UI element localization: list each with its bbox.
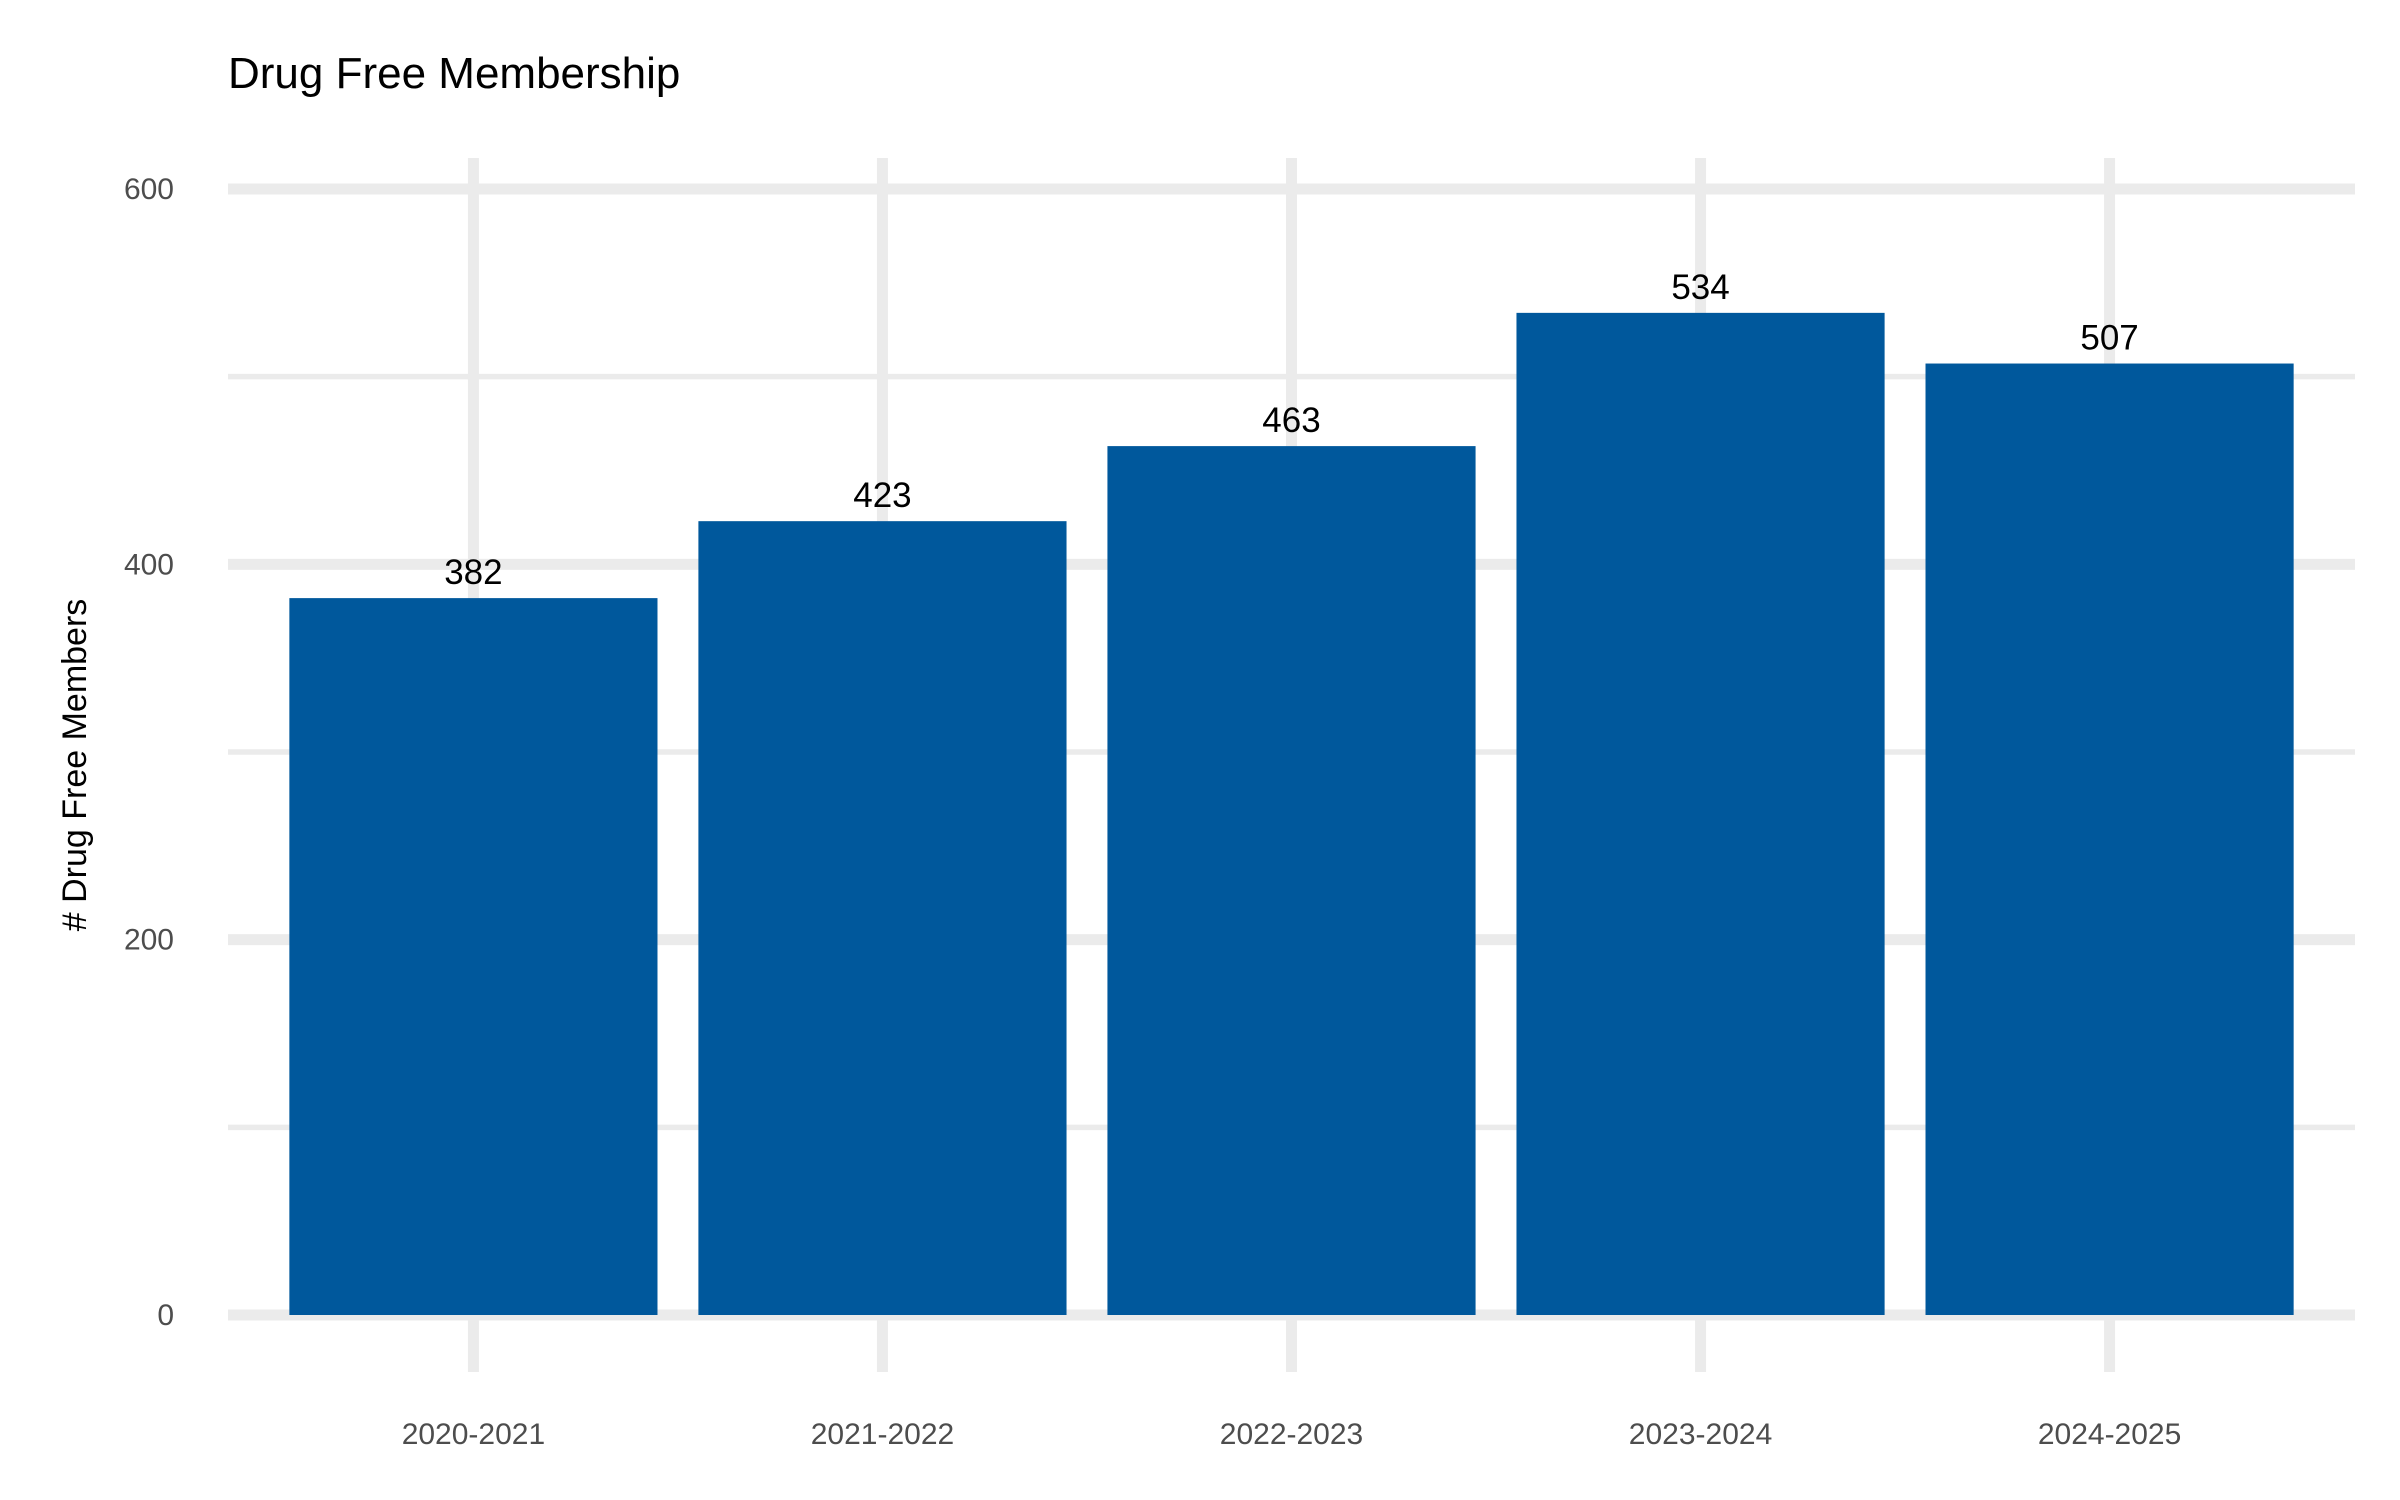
bar-2021-2022 xyxy=(698,521,1067,1315)
chart-title: Drug Free Membership xyxy=(228,49,680,98)
labels-layer: 0 200 400 600 382 2020-2021 423 2021-2022 463 202… xyxy=(124,173,2181,1451)
bar-value-label: 463 xyxy=(1262,401,1320,440)
y-tick-label: 200 xyxy=(124,924,174,957)
x-tick-label: 2023-2024 xyxy=(1629,1418,1772,1451)
x-tick-label: 2020-2021 xyxy=(402,1418,545,1451)
x-tick-label: 2021-2022 xyxy=(811,1418,954,1451)
y-tick-label: 0 xyxy=(157,1299,174,1332)
x-tick-label: 2022-2023 xyxy=(1220,1418,1363,1451)
bar-value-label: 423 xyxy=(853,476,911,515)
y-tick-label: 400 xyxy=(124,548,174,581)
bar-2020-2021 xyxy=(289,598,658,1315)
bar-value-label: 534 xyxy=(1671,268,1729,307)
bars-layer xyxy=(289,312,2294,1315)
bar-value-label: 507 xyxy=(2080,319,2138,358)
bar-2022-2023 xyxy=(1107,446,1476,1315)
bar-value-label: 382 xyxy=(444,553,502,592)
bar-2023-2024 xyxy=(1516,312,1885,1315)
x-tick-label: 2024-2025 xyxy=(2038,1418,2181,1451)
y-tick-label: 600 xyxy=(124,173,174,206)
y-axis-title: # Drug Free Members xyxy=(56,599,94,932)
bar-2024-2025 xyxy=(1925,363,2294,1315)
